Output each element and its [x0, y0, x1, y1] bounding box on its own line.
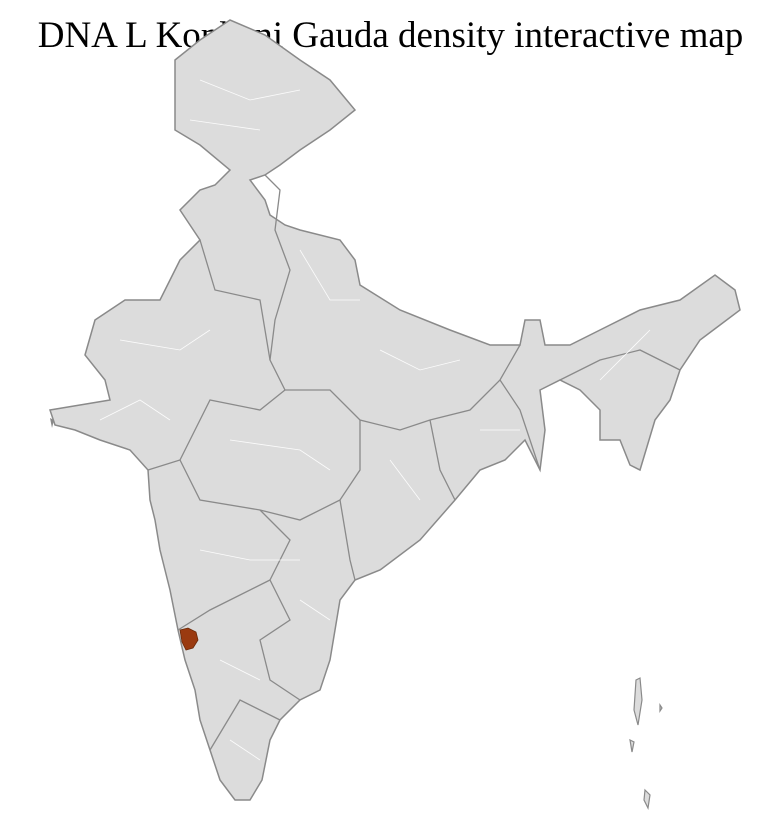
state-borders — [147, 174, 681, 751]
region-goa-highlight[interactable] — [179, 627, 199, 651]
lakshadweep-islands[interactable] — [50, 418, 54, 428]
india-outline[interactable] — [49, 19, 741, 801]
district-borders — [99, 79, 651, 761]
map-title: DNA L Konkani Gauda density interactive … — [37, 15, 744, 56]
andaman-nicobar-islands[interactable] — [629, 677, 663, 810]
